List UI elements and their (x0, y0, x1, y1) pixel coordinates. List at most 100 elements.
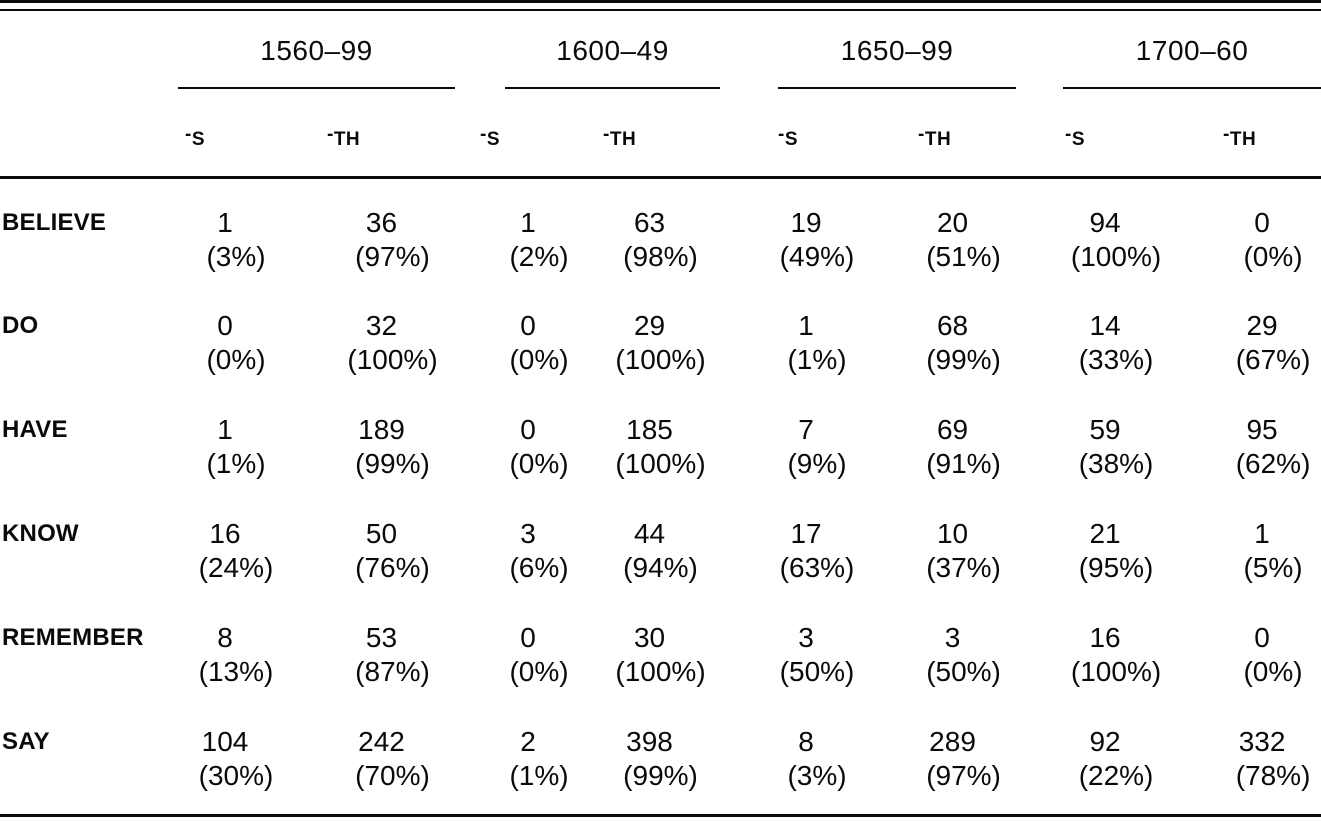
count-value: 332 (1238, 725, 1286, 757)
percent-value: (30%) (198, 759, 274, 791)
data-cell: 1 (1%) (748, 282, 886, 386)
data-cell: 3 (50%) (748, 594, 886, 698)
row-label: REMEMBER (2, 623, 144, 651)
count-value: 63 (633, 207, 666, 238)
percent-value: (38%) (1078, 447, 1154, 479)
data-cell: 95 (62%) (1191, 386, 1321, 490)
count-value: 242 (358, 725, 405, 757)
count-value: 95 (1246, 413, 1278, 445)
period-spanner: 1560–99 (178, 35, 456, 89)
period-group-1560-99: 1560–99 (162, 11, 475, 89)
count-value: 289 (929, 725, 976, 757)
percent-value: (97%) (926, 759, 1001, 791)
count-value: 92 (1089, 725, 1121, 757)
data-cell: 1 (1%) (162, 386, 310, 490)
count-value: 53 (365, 621, 398, 653)
count-value: 0 (520, 413, 536, 445)
data-cell: 185 (100%) (603, 386, 748, 490)
period-label: 1700–60 (1135, 35, 1249, 66)
percent-value: (78%) (1235, 759, 1311, 791)
percent-value: (6%) (509, 551, 569, 583)
raised-hyphen: - (1223, 123, 1230, 145)
data-cell: 0 (0%) (475, 282, 603, 386)
count-value: 19 (790, 207, 822, 238)
data-cell: 0 (0%) (475, 386, 603, 490)
col-header-s-1560: -S (162, 89, 310, 179)
raised-hyphen: - (185, 123, 192, 145)
count-value: 8 (217, 621, 233, 653)
count-value: 50 (365, 517, 398, 549)
count-value: 16 (209, 517, 241, 549)
period-spanner: 1700–60 (1063, 36, 1321, 89)
percent-value: (67%) (1235, 343, 1311, 375)
count-value: 1 (798, 309, 814, 341)
percent-value: (1%) (787, 343, 847, 375)
count-value: 1 (217, 413, 233, 445)
col-header-label: TH (333, 128, 361, 150)
col-header-s-1700: -S (1041, 89, 1192, 179)
count-value: 16 (1089, 621, 1121, 653)
period-group-1650-99: 1650–99 (748, 11, 1041, 89)
count-value: 398 (626, 725, 673, 757)
data-cell: 2 (1%) (475, 698, 603, 802)
stub-cell (0, 11, 162, 89)
col-header-label: S (486, 128, 501, 150)
col-header-label: S (784, 128, 799, 150)
percent-value: (100%) (347, 343, 438, 375)
col-header-th-1650: -TH (886, 89, 1042, 179)
data-cell: 0 (0%) (1191, 594, 1321, 698)
data-cell: 63 (98%) (603, 178, 748, 282)
data-cell: 30 (100%) (603, 594, 748, 698)
count-value: 1 (520, 207, 536, 238)
count-value: 10 (936, 517, 969, 549)
table-row-have: HAVE 1 (1%) 189 (99%) 0 (0%) 185 (100%) 7 (9%… (0, 386, 1321, 490)
col-header-th-1600: -TH (603, 89, 749, 179)
table-body: BELIEVE 1 (3%) 36 (97%) 1 (2%) 63 (98%) 19 (4… (0, 178, 1321, 802)
data-cell: 92 (22%) (1041, 698, 1191, 802)
count-value: 3 (944, 621, 961, 653)
data-cell: 59 (38%) (1041, 386, 1191, 490)
data-cell: 17 (63%) (748, 490, 886, 594)
row-label: HAVE (2, 415, 68, 443)
percent-value: (3%) (787, 759, 847, 791)
table-row-remember: REMEMBER 8 (13%) 53 (87%) 0 (0%) 30 (100%) 3… (0, 594, 1321, 698)
data-cell: 32 (100%) (310, 282, 475, 386)
percent-value: (76%) (355, 551, 430, 583)
count-value: 14 (1089, 309, 1121, 341)
percent-value: (62%) (1235, 447, 1311, 479)
data-cell: 10 (37%) (886, 490, 1041, 594)
col-header-s-1650: -S (748, 89, 887, 179)
percent-value: (0%) (1243, 241, 1303, 272)
col-header-label: S (1071, 128, 1086, 150)
raised-hyphen: - (327, 123, 334, 145)
table-row-believe: BELIEVE 1 (3%) 36 (97%) 1 (2%) 63 (98%) 19 (4… (0, 178, 1321, 282)
percent-value: (87%) (355, 655, 430, 687)
count-value: 29 (633, 309, 666, 341)
col-header-th-1560: -TH (310, 89, 476, 179)
data-cell: 20 (51%) (886, 178, 1041, 282)
percent-value: (63%) (779, 551, 855, 583)
percent-value: (98%) (623, 241, 698, 272)
data-cell: 19 (49%) (748, 178, 886, 282)
data-cell: 8 (3%) (748, 698, 886, 802)
count-value: 20 (936, 207, 969, 238)
percent-value: (49%) (779, 241, 855, 272)
count-value: 44 (633, 517, 666, 549)
percent-value: (100%) (1070, 241, 1162, 272)
percent-value: (50%) (779, 655, 855, 687)
percent-value: (100%) (615, 343, 706, 375)
stub-cell (0, 89, 162, 179)
data-cell: 44 (94%) (603, 490, 748, 594)
count-value: 0 (1254, 207, 1270, 238)
percent-value: (99%) (623, 759, 698, 791)
percent-value: (2%) (509, 241, 569, 272)
period-label: 1560–99 (260, 35, 373, 66)
count-value: 21 (1089, 517, 1121, 549)
period-group-1700-60: 1700–60 (1041, 11, 1321, 89)
raised-hyphen: - (778, 123, 785, 145)
col-header-label: TH (609, 128, 637, 150)
count-value: 68 (936, 309, 969, 341)
count-value: 29 (1246, 309, 1278, 341)
row-label: DO (2, 311, 39, 339)
